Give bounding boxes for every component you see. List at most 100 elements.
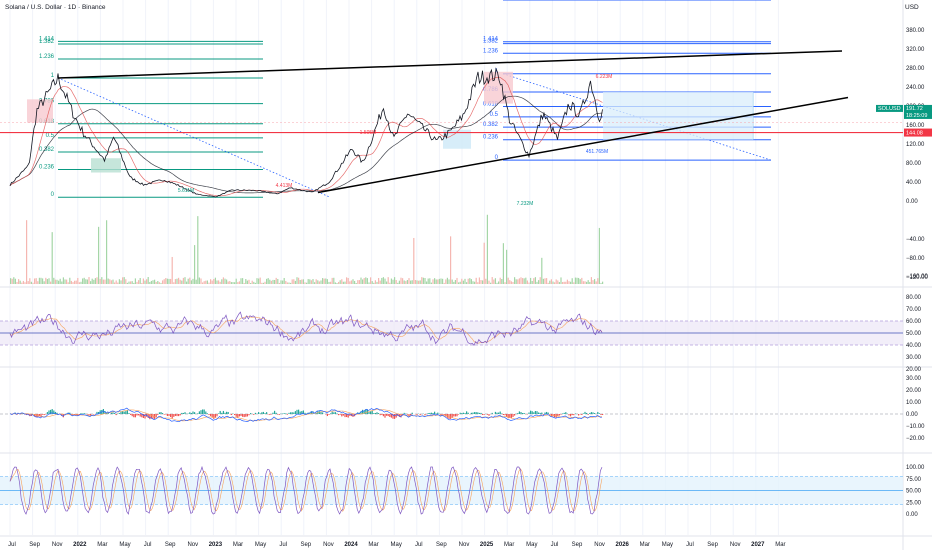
rsi-axis-tick: 60.00 (906, 319, 922, 325)
volume-bar (491, 277, 493, 284)
volume-bar (541, 257, 543, 284)
volume-bar (590, 277, 592, 284)
volume-bar (424, 278, 426, 284)
volume-bar (93, 279, 95, 284)
macd-bar (262, 411, 264, 414)
volume-bar (277, 278, 279, 284)
volume-bar (144, 280, 146, 284)
macd-bar (42, 414, 44, 415)
volume-bar (496, 282, 498, 284)
macd-bar (99, 410, 101, 414)
volume-bar (387, 277, 389, 284)
volume-bar (358, 280, 360, 284)
currency-label: USD (905, 4, 919, 11)
macd-bar (286, 414, 288, 415)
volume-bar (202, 282, 204, 284)
macd-bar (246, 414, 248, 417)
volume-bar (595, 281, 597, 284)
macd-bar (586, 412, 588, 414)
volume-bar (301, 279, 303, 284)
volume-bar (266, 278, 268, 284)
macd-bar (163, 414, 165, 415)
volume-bar (557, 280, 559, 284)
rsi-ma-line (9, 316, 603, 344)
macd-bar (477, 412, 479, 414)
macd-axis-tick: −20.00 (906, 436, 925, 442)
macd-bar (53, 410, 55, 414)
macd-bar (192, 411, 194, 414)
volume-bar (573, 282, 575, 284)
volume-bar (589, 281, 591, 284)
volume-bar (50, 281, 52, 284)
volume-bar (286, 282, 288, 284)
macd-bar (482, 414, 484, 416)
macd-bar (149, 414, 151, 420)
time-axis-tick: Jul (551, 542, 559, 548)
volume-bar (475, 277, 477, 284)
macd-bar (130, 414, 132, 415)
volume-bar (234, 282, 236, 284)
macd-bar (318, 411, 320, 414)
volume-bar (98, 226, 100, 284)
macd-bar (472, 412, 474, 414)
volume-bar (258, 278, 260, 284)
volume-bar (11, 278, 13, 284)
volume-bar (402, 278, 404, 284)
macd-bar (235, 414, 237, 417)
volume-bar (349, 281, 351, 284)
macd-bar (34, 414, 36, 417)
volume-bar (267, 278, 269, 284)
volume-bar (264, 281, 266, 284)
volume-bar (594, 279, 596, 284)
volume-bar (298, 277, 300, 284)
volume-bar (352, 279, 354, 284)
rsi-line (9, 311, 603, 347)
macd-bar (442, 414, 444, 415)
volume-bar (336, 282, 338, 284)
macd-bar (466, 411, 468, 414)
volume-bar (333, 277, 335, 284)
grid-lines (9, 0, 779, 535)
macd-bar (43, 414, 45, 416)
volume-bar (250, 282, 252, 284)
volume-bar (456, 277, 458, 284)
macd-bar (330, 413, 332, 414)
volume-bar (598, 227, 600, 284)
volume-bar (274, 279, 276, 284)
macd-bar (387, 414, 389, 417)
volume-bar (78, 282, 80, 284)
macd-bar (309, 412, 311, 414)
volume-bar (538, 280, 540, 284)
macd-bar (301, 411, 303, 414)
macd-bar (320, 411, 322, 414)
fib-level-label: 0.618 (483, 101, 499, 107)
macd-bar (70, 414, 72, 415)
volume-bar (22, 280, 24, 284)
macd-bar (416, 414, 418, 415)
macd-bar (381, 414, 383, 415)
macd-bar (570, 414, 572, 417)
volume-bar (14, 278, 16, 284)
macd-bar (112, 412, 114, 414)
macd-bar (370, 411, 372, 414)
fib-level-label: 0.5 (490, 112, 499, 118)
volume-bar (477, 282, 479, 284)
macd-bar (478, 412, 480, 414)
volume-bar (488, 280, 490, 284)
volume-bar (240, 278, 242, 284)
volume-bar (235, 278, 237, 284)
macd-bar (470, 412, 472, 414)
macd-bar (534, 411, 536, 414)
macd-bar (219, 410, 221, 414)
volume-bar (483, 242, 485, 284)
volume-bar (354, 280, 356, 284)
stoch-d-line (9, 468, 603, 513)
macd-bar (86, 414, 88, 415)
macd-bar (261, 412, 263, 414)
time-axis-tick: Mar (368, 542, 378, 548)
macd-bar (398, 414, 400, 417)
volume-bar (195, 279, 197, 284)
macd-line (9, 407, 603, 422)
volume-bar (512, 281, 514, 284)
